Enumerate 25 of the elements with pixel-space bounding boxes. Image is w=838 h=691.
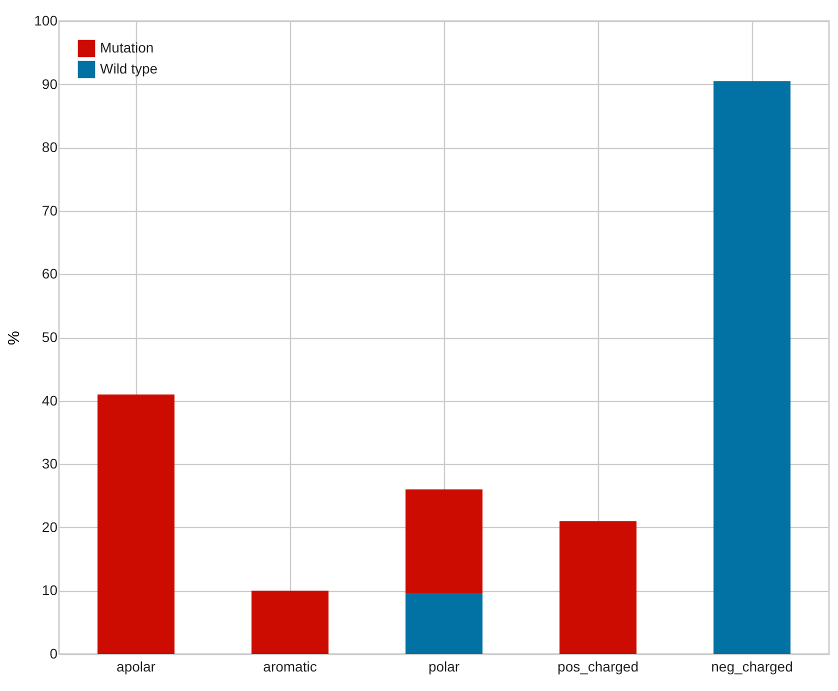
x-tick-label: polar: [428, 658, 460, 674]
y-tick-label: 50: [42, 329, 58, 345]
y-tick-label: 60: [42, 266, 58, 282]
y-tick-label: 30: [42, 456, 58, 472]
bar: [406, 489, 482, 594]
bar: [252, 590, 328, 654]
y-tick-label: 0: [50, 646, 58, 662]
x-tick-label: aromatic: [263, 658, 317, 674]
legend-label: Mutation: [100, 40, 154, 56]
x-tick-label: apolar: [116, 658, 156, 674]
y-tick-label: 80: [42, 139, 58, 156]
y-tick-label: 20: [42, 518, 58, 535]
y-tick-label: 40: [42, 392, 58, 408]
bar: [560, 521, 636, 654]
bar: [406, 594, 482, 654]
bar: [98, 394, 174, 654]
x-tick-label: neg_charged: [711, 658, 793, 674]
y-tick-label: 70: [42, 202, 58, 218]
y-axis-title: %: [6, 330, 24, 346]
legend-label: Wild type: [100, 60, 158, 76]
y-tick-label: 90: [42, 76, 58, 92]
y-tick-label: 100: [34, 12, 58, 28]
y-tick-label: 10: [42, 582, 58, 598]
x-tick-label: pos_charged: [558, 658, 638, 674]
bar: [714, 81, 790, 654]
